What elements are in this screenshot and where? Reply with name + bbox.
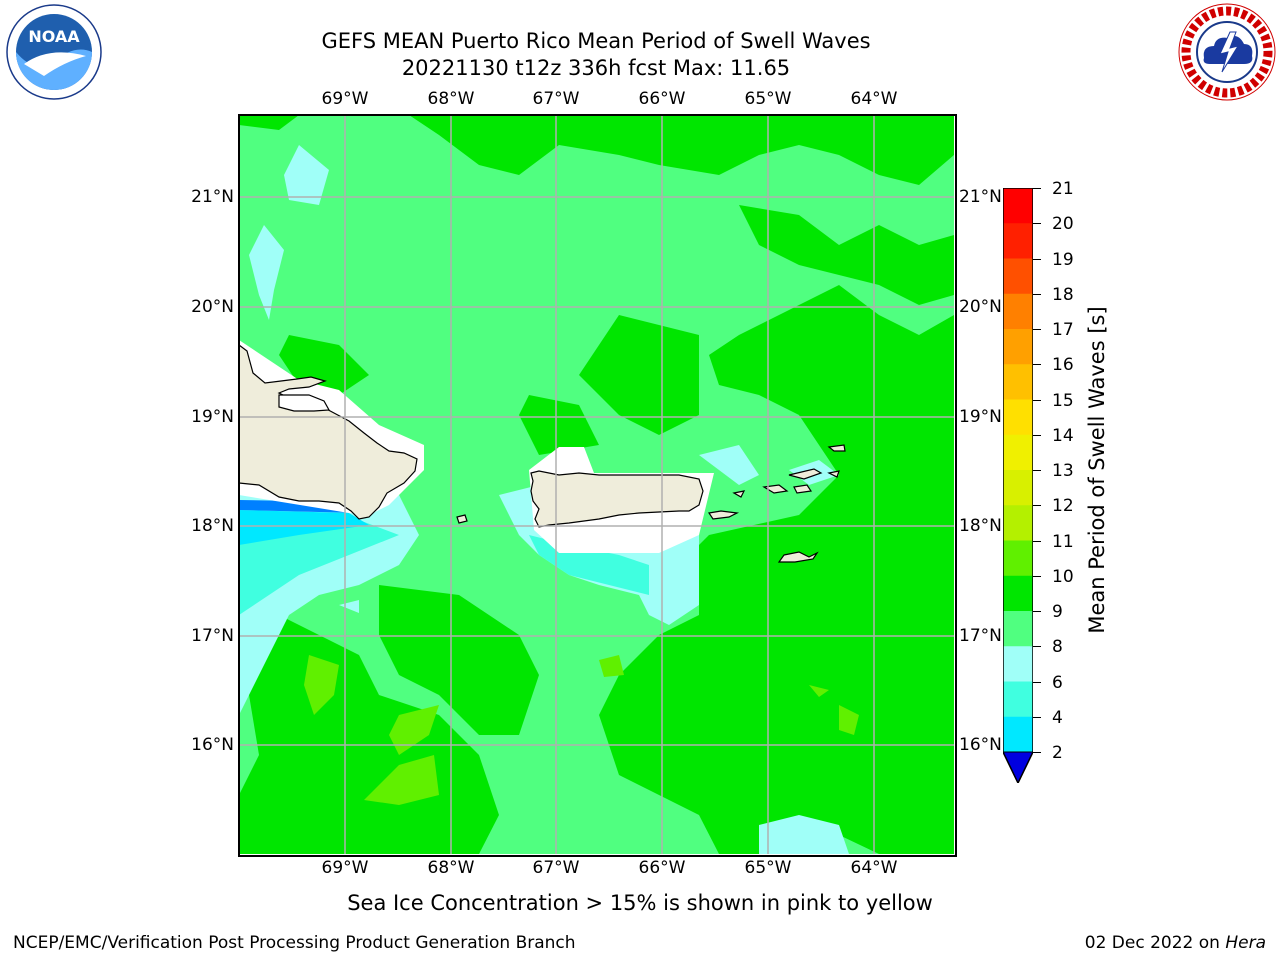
credit-text: NCEP/EMC/Verification Post Processing Pr… — [13, 933, 576, 953]
colorbar-cell — [1003, 293, 1033, 330]
colorbar-tick — [1033, 223, 1041, 225]
colorbar-tick-label: 4 — [1052, 707, 1063, 728]
colorbar-tick-label: 2 — [1052, 743, 1063, 763]
lon-label-top: 67°W — [532, 89, 580, 109]
graticule — [239, 115, 954, 854]
landmass — [239, 344, 846, 563]
sea-ice-note: Sea Ice Concentration > 15% is shown in … — [347, 891, 933, 915]
lon-label-bottom: 66°W — [638, 858, 686, 878]
colorbar-tick — [1033, 258, 1041, 260]
colorbar-tick — [1033, 505, 1041, 507]
lon-label-top: 66°W — [638, 89, 686, 109]
swell-period-map — [239, 115, 954, 854]
lon-label-top: 68°W — [427, 89, 475, 109]
colorbar-tick — [1033, 188, 1041, 189]
colorbar-cell — [1003, 681, 1033, 718]
colorbar-tick — [1033, 434, 1041, 436]
noaa-logo-text: NOAA — [28, 27, 80, 46]
colorbar-cell — [1003, 646, 1033, 682]
colorbar-tick-label: 10 — [1052, 566, 1074, 587]
lon-label-bottom: 64°W — [850, 858, 898, 878]
lat-label-left: 20°N — [191, 297, 234, 317]
colorbar-cell — [1003, 329, 1033, 365]
chart-subtitle: 20221130 t12z 336h fcst Max: 11.65 — [401, 56, 791, 80]
colorbar-cell — [1003, 470, 1033, 506]
colorbar-cell — [1003, 575, 1033, 612]
colorbar-cell — [1003, 434, 1033, 471]
colorbar-tick — [1033, 329, 1041, 330]
colorbar-cell — [1003, 364, 1033, 400]
colorbar-cell — [1003, 505, 1033, 541]
lat-label-left: 19°N — [191, 407, 234, 427]
lon-label-top: 64°W — [850, 89, 898, 109]
host-name: Hera — [1225, 933, 1266, 953]
lat-label-left: 16°N — [191, 735, 234, 755]
colorbar-cell — [1003, 223, 1033, 259]
colorbar-tick — [1033, 540, 1041, 542]
colorbar-cell — [1003, 188, 1033, 224]
colorbar-cell — [1003, 399, 1033, 436]
colorbar-tick-label: 8 — [1052, 637, 1063, 658]
lat-label-left: 17°N — [191, 626, 234, 646]
colorbar-tick-label: 9 — [1052, 602, 1063, 622]
colorbar-tick-label: 15 — [1052, 390, 1074, 411]
colorbar-tick — [1033, 364, 1041, 366]
colorbar-cell — [1003, 716, 1033, 753]
lat-label-left: 18°N — [191, 516, 234, 536]
colorbar-tick-label: 17 — [1052, 320, 1074, 340]
colorbar-tick-label: 12 — [1052, 496, 1074, 517]
colorbar-tick — [1033, 470, 1041, 471]
colorbar-under-triangle — [1003, 751, 1033, 783]
colorbar-tick-label: 14 — [1052, 425, 1074, 446]
colorbar-tick-label: 13 — [1052, 461, 1074, 481]
colorbar-cell — [1003, 540, 1033, 577]
colorbar-cells — [1003, 188, 1033, 783]
chart-title: GEFS MEAN Puerto Rico Mean Period of Swe… — [321, 29, 871, 53]
lon-label-top: 69°W — [321, 89, 369, 109]
lon-label-bottom: 69°W — [321, 858, 369, 878]
lat-label-right: 21°N — [959, 187, 1002, 207]
lat-label-right: 16°N — [959, 735, 1002, 755]
colorbar-tick — [1033, 399, 1041, 401]
colorbar-tick-label: 19 — [1052, 249, 1074, 270]
colorbar — [1003, 188, 1033, 783]
colorbar-tick — [1033, 611, 1041, 612]
field-4-6 — [239, 510, 369, 545]
colorbar-tick — [1033, 752, 1041, 753]
noaa-logo: NOAA — [6, 4, 102, 100]
lon-label-bottom: 65°W — [744, 858, 792, 878]
colorbar-tick-label: 21 — [1052, 179, 1074, 199]
lat-label-right: 19°N — [959, 407, 1002, 427]
colorbar-tick — [1033, 646, 1041, 648]
colorbar-tick — [1033, 716, 1041, 718]
colorbar-outline — [1003, 188, 1033, 783]
run-date-text: 02 Dec 2022 on — [1084, 933, 1220, 953]
colorbar-tick — [1033, 681, 1041, 683]
colorbar-tick — [1033, 293, 1041, 295]
lat-label-right: 20°N — [959, 297, 1002, 317]
colorbar-tick — [1033, 575, 1041, 577]
colorbar-tick-label: 20 — [1052, 214, 1074, 235]
field-10-11 — [239, 115, 954, 854]
colorbar-cell — [1003, 611, 1033, 647]
nws-logo — [1178, 3, 1276, 101]
colorbar-tick-label: 16 — [1052, 355, 1074, 376]
lat-label-right: 18°N — [959, 516, 1002, 536]
lon-label-top: 65°W — [744, 89, 792, 109]
run-date: 02 Dec 2022 on Hera — [1085, 933, 1266, 953]
lat-label-left: 21°N — [191, 187, 234, 207]
lon-label-bottom: 68°W — [427, 858, 475, 878]
lat-label-right: 17°N — [959, 626, 1002, 646]
lon-label-bottom: 67°W — [532, 858, 580, 878]
colorbar-cell — [1003, 258, 1033, 295]
colorbar-tick-label: 6 — [1052, 672, 1063, 693]
field-11-12 — [304, 655, 859, 805]
colorbar-tick-label: 11 — [1052, 531, 1074, 552]
colorbar-tick-label: 18 — [1052, 284, 1074, 305]
colorbar-title: Mean Period of Swell Waves [s] — [1085, 306, 1109, 634]
